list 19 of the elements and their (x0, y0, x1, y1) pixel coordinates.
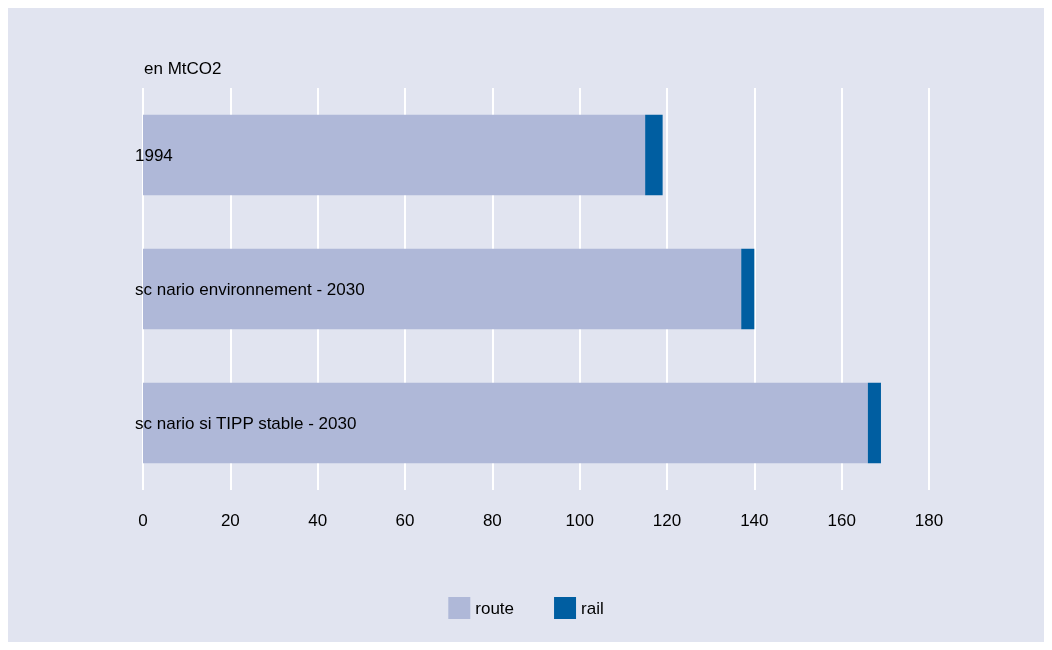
x-tick-label: 40 (308, 511, 328, 530)
y-axis-title: en MtCO2 (144, 59, 222, 78)
y-tick-label: sc nario si TIPP stable - 2030 (135, 413, 357, 433)
x-tick-label: 60 (395, 511, 415, 530)
x-tick-label: 140 (740, 511, 769, 530)
x-tick-label: 180 (914, 511, 944, 530)
y-tick-label: 1994 (135, 145, 173, 165)
y-tick-label: sc nario environnement - 2030 (135, 279, 365, 299)
legend-label: rail (581, 598, 604, 618)
bar (867, 382, 881, 464)
legend-label: route (475, 598, 515, 618)
bar (645, 114, 663, 196)
x-tick-label: 160 (827, 511, 856, 530)
bar (741, 248, 755, 330)
x-tick-label: 20 (220, 511, 240, 530)
x-tick-label: 100 (565, 511, 594, 530)
x-tick-label: 120 (652, 511, 682, 530)
x-tick-label: 80 (482, 511, 502, 530)
x-tick-label: 0 (138, 511, 148, 530)
